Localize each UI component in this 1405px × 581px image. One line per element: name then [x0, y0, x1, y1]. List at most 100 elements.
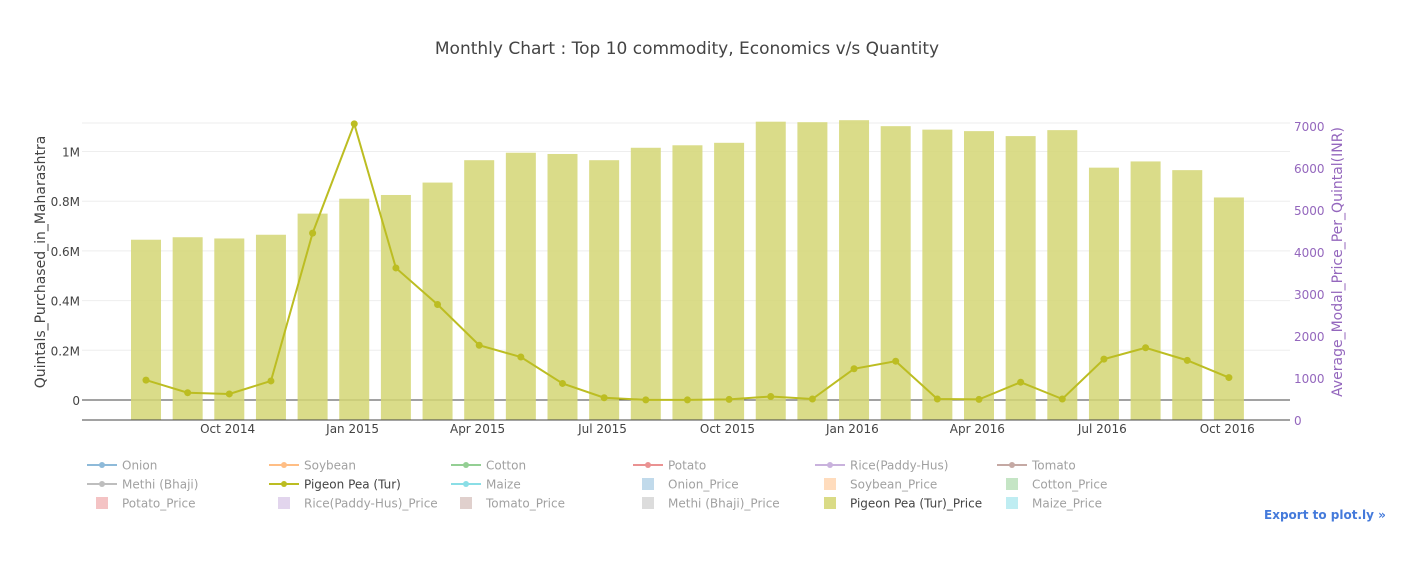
legend-label: Onion [122, 459, 157, 473]
line-point[interactable] [142, 376, 150, 384]
legend-label: Soybean [304, 459, 356, 473]
legend-bar-swatch [460, 497, 472, 509]
bar[interactable] [505, 152, 536, 420]
legend-item[interactable]: Soybean_Price [824, 478, 937, 492]
x-tick-label: Jan 2015 [325, 422, 379, 436]
line-point[interactable] [892, 357, 900, 365]
line-point[interactable] [350, 120, 358, 128]
y2-axis-title: Average_Modal_Price_Per_Quintal(INR) [1330, 127, 1346, 397]
legend-bar-swatch [278, 497, 290, 509]
legend-item[interactable]: Soybean [269, 459, 356, 473]
line-point[interactable] [267, 377, 275, 385]
y-tick-label: 0 [72, 394, 80, 408]
legend-label: Pigeon Pea (Tur) [304, 478, 401, 492]
legend-marker [99, 462, 105, 468]
bar[interactable] [630, 147, 661, 420]
line-point[interactable] [225, 390, 233, 398]
legend-label: Onion_Price [668, 478, 739, 492]
bar[interactable] [797, 122, 828, 420]
line-point[interactable] [309, 229, 317, 237]
x-tick-label: Oct 2016 [1200, 422, 1255, 436]
legend-item[interactable]: Pigeon Pea (Tur)_Price [824, 497, 982, 511]
line-point[interactable] [933, 395, 941, 403]
legend-item[interactable]: Onion [87, 459, 157, 473]
legend-item[interactable]: Onion_Price [642, 478, 739, 492]
line-point[interactable] [683, 396, 691, 404]
line-point[interactable] [1017, 378, 1025, 386]
y-tick-label: 1M [62, 146, 80, 160]
bar[interactable] [255, 234, 286, 420]
legend-item[interactable]: Cotton [451, 459, 526, 473]
legend-label: Potato_Price [122, 497, 196, 511]
line-point[interactable] [1058, 395, 1066, 403]
line-point[interactable] [975, 395, 983, 403]
bar[interactable] [1172, 170, 1203, 420]
export-to-plotly-link[interactable]: Export to plot.ly » [1264, 508, 1386, 522]
legend-bar-swatch [642, 478, 654, 490]
x-tick-label: Apr 2015 [450, 422, 505, 436]
line-point[interactable] [642, 396, 650, 404]
y2-tick-label: 4000 [1294, 246, 1325, 260]
line-point[interactable] [850, 365, 858, 373]
line-point[interactable] [184, 389, 192, 397]
legend-marker [463, 462, 469, 468]
legend-label: Maize [486, 478, 521, 492]
legend-item[interactable]: Tomato_Price [460, 497, 565, 511]
legend-item[interactable]: Pigeon Pea (Tur) [269, 478, 401, 492]
bar[interactable] [672, 145, 703, 420]
legend-item[interactable]: Methi (Bhaji) [87, 478, 198, 492]
line-point[interactable] [392, 264, 400, 272]
bar[interactable] [1005, 136, 1036, 420]
line-point[interactable] [475, 341, 483, 349]
bar[interactable] [547, 153, 578, 421]
legend-marker [645, 462, 651, 468]
legend-item[interactable]: Cotton_Price [1006, 478, 1107, 492]
line-point[interactable] [1142, 344, 1150, 352]
legend-item[interactable]: Methi (Bhaji)_Price [642, 497, 780, 511]
legend-item[interactable]: Maize [451, 478, 521, 492]
bar[interactable] [1088, 167, 1119, 420]
x-tick-label: Oct 2015 [700, 422, 755, 436]
bar[interactable] [755, 121, 786, 421]
legend-marker [281, 462, 287, 468]
legend-label: Tomato [1031, 459, 1076, 473]
line-point[interactable] [600, 394, 608, 402]
bar[interactable] [464, 160, 495, 420]
bar[interactable] [131, 239, 161, 420]
legend-item[interactable]: Rice(Paddy-Hus) [815, 459, 948, 473]
legend-marker [1009, 462, 1015, 468]
bar[interactable] [839, 120, 870, 421]
line-layer [142, 120, 1233, 404]
bar[interactable] [714, 142, 745, 421]
legend-item[interactable]: Rice(Paddy-Hus)_Price [278, 497, 438, 511]
bar[interactable] [1047, 130, 1078, 420]
line-point[interactable] [1100, 355, 1108, 363]
legend-item[interactable]: Tomato [997, 459, 1076, 473]
line-point[interactable] [517, 353, 525, 361]
bar[interactable] [214, 238, 245, 420]
legend-item[interactable]: Potato [633, 459, 706, 473]
bar[interactable] [1130, 161, 1161, 420]
line-point[interactable] [725, 395, 733, 403]
legend-label: Rice(Paddy-Hus) [850, 459, 948, 473]
bar[interactable] [922, 129, 953, 420]
bar[interactable] [964, 131, 994, 421]
line-point[interactable] [808, 395, 816, 403]
bar[interactable] [339, 198, 370, 420]
bar[interactable] [1213, 197, 1244, 420]
line-point[interactable] [1183, 356, 1191, 364]
legend-label: Soybean_Price [850, 478, 937, 492]
x-tick-label: Jan 2016 [825, 422, 879, 436]
line-point[interactable] [559, 379, 566, 387]
legend-item[interactable]: Maize_Price [1006, 497, 1102, 511]
bar[interactable] [880, 126, 911, 420]
line-point[interactable] [767, 392, 775, 400]
legend-label: Potato [668, 459, 706, 473]
bar[interactable] [589, 160, 620, 420]
line-point[interactable] [1225, 374, 1233, 382]
line-point[interactable] [434, 301, 442, 308]
legend-item[interactable]: Potato_Price [96, 497, 196, 511]
bar[interactable] [297, 213, 328, 420]
